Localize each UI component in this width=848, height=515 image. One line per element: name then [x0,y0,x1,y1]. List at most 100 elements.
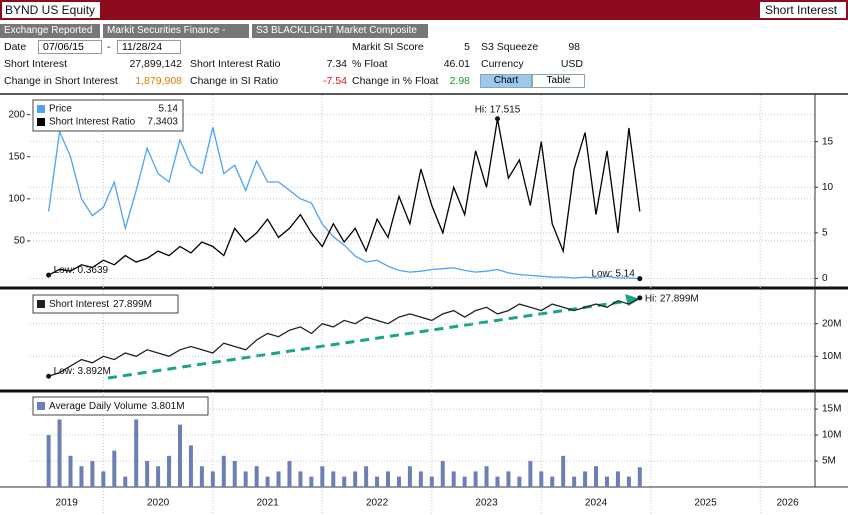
series-line [48,297,641,377]
legend-swatch [37,300,45,308]
y-tick-label: 150 [8,151,25,162]
field-value: -7.54 [323,75,347,87]
y-tick-label: 100 [8,193,25,204]
volume-bar [626,476,631,487]
date-input[interactable]: 07/06/15 [38,40,102,54]
field-value: 5 [464,41,470,53]
volume-bar [429,476,434,487]
legend-swatch [37,105,45,113]
volume-bar [342,476,347,487]
volume-bar [134,419,139,487]
tab[interactable]: S3 BLACKLIGHT Market Composite Rate [252,24,428,50]
volume-bar [572,476,577,487]
extreme-label: Low: 0.3639 [54,265,109,276]
tab[interactable]: Exchange Reported [0,24,100,38]
extreme-point [46,373,52,379]
volume-bar [517,476,522,487]
volume-bar [90,461,95,487]
volume-bar [462,476,467,487]
volume-bar [46,435,51,487]
volume-bar [309,476,314,487]
volume-bar [375,476,380,487]
x-tick-label: 2022 [366,498,389,509]
y-tick-label: 10M [822,351,841,362]
y-tick-label: 15 [822,136,834,147]
volume-bar [396,476,401,487]
legend-box [32,294,179,314]
volume-bar [637,467,642,487]
y-tick-label: 50 [14,236,26,247]
date-separator: - [107,41,111,53]
x-tick-label: 2024 [585,498,608,509]
extreme-label: Low: 3.892M [54,366,111,377]
volume-bar [112,450,117,487]
legend-value: 3.801M [151,401,184,412]
function-name: Short Interest [760,2,846,18]
extreme-point [494,116,500,122]
extreme-label: Hi: 17.515 [475,104,521,115]
trend-arrowhead [625,294,640,306]
volume-bar [167,455,172,487]
volume-bar [364,466,369,487]
legend-label: Short Interest Ratio [49,117,136,128]
field-value: 2.98 [449,75,470,87]
series-line [48,118,641,276]
field-label: % Float [352,58,388,70]
field-label: Change in Short Interest [4,75,118,87]
field-value: 98 [568,41,580,53]
y-tick-label: 10 [822,182,834,193]
chart-button[interactable]: Chart [480,74,532,88]
legend-label: Price [49,104,72,115]
volume-bar [101,471,106,487]
ticker: BYND US Equity [2,2,100,18]
legend-swatch [37,118,45,126]
volume-bar [615,471,620,487]
volume-bar [320,466,325,487]
extreme-label: Hi: 27.899M [645,294,699,305]
field-value: USD [560,58,583,70]
volume-bar [440,461,445,487]
field-label: Markit SI Score [352,41,424,53]
volume-bar [528,461,533,487]
legend-name: Short Interest [49,299,109,310]
volume-bar [57,419,62,487]
tab[interactable]: Markit Securities Finance - Daily [103,24,249,50]
field-label: Change in SI Ratio [190,75,279,87]
x-tick-label: 2025 [694,498,717,509]
date-input[interactable]: 11/28/24 [117,40,181,54]
y-tick-label: 0 [822,273,828,284]
volume-bar [561,455,566,487]
field-value: 27,899,142 [129,58,182,70]
y-tick-label: 20M [822,318,841,329]
volume-bar [287,461,292,487]
volume-bar [177,424,182,487]
trend-arrow [107,294,640,380]
legend-name: Average Daily Volume [49,401,148,412]
volume-bar [68,455,73,487]
volume-bar [298,471,303,487]
x-tick-label: 2023 [475,498,498,509]
table-button[interactable]: Table [532,74,585,88]
volume-bar [484,466,489,487]
legend-swatch [37,402,45,410]
y-tick-label: 5M [822,456,836,467]
legend-label: Short Interest 27.899M [49,299,152,310]
legend-value: 27.899M [113,299,152,310]
volume-bar [451,471,456,487]
y-tick-label: 10M [822,430,841,441]
x-tick-label: 2020 [147,498,170,509]
volume-bar [123,476,128,487]
field-label: S3 Squeeze [481,41,539,53]
volume-bar [265,476,270,487]
field-value: 7.34 [326,58,347,70]
x-tick-label: 2019 [56,498,79,509]
x-tick-label: 2026 [777,498,800,509]
volume-bar [386,471,391,487]
field-label: Date [4,41,27,53]
legend-label: Average Daily Volume 3.801M [49,401,185,412]
volume-bar [604,476,609,487]
volume-bar [418,471,423,487]
volume-bar [495,476,500,487]
series-line [47,127,640,280]
